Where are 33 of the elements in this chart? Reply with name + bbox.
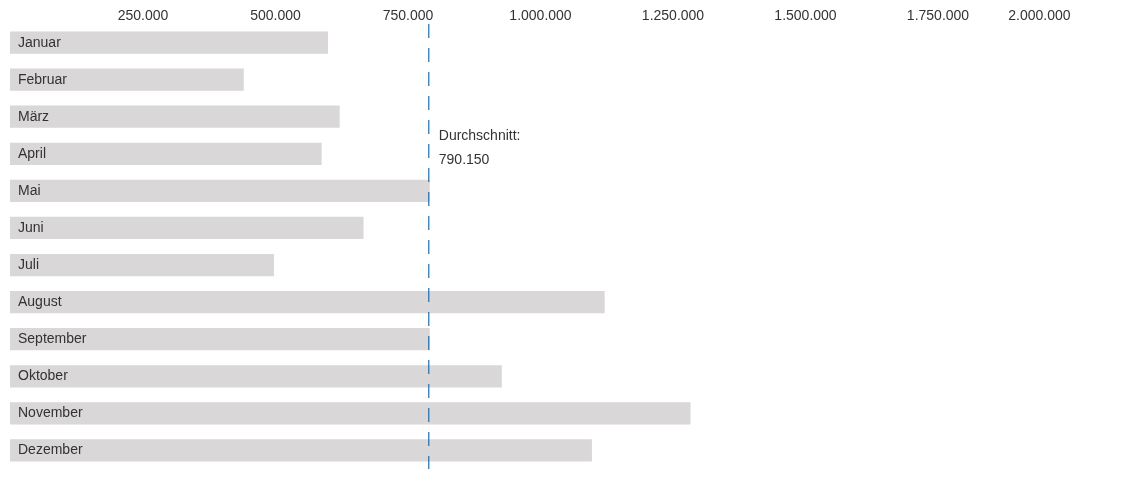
x-tick-label: 1.750.000 [906, 6, 970, 23]
y-tick-label: September [18, 330, 87, 347]
y-tick-label: Januar [18, 33, 62, 50]
x-tick-label: 500.000 [250, 6, 302, 23]
y-tick-label: Mai [18, 181, 41, 198]
y-tick-label: Dezember [18, 441, 83, 458]
x-tick-label: 2.000.000 [1008, 6, 1071, 23]
bar [10, 68, 244, 91]
bar [10, 216, 364, 240]
x-tick-label: 1.500.000 [774, 6, 837, 23]
x-tick-label: 1.250.000 [641, 6, 705, 23]
bar [10, 402, 691, 425]
y-tick-label: Oktober [18, 367, 69, 384]
y-tick-label: März [18, 107, 50, 124]
x-tick-label: 750.000 [382, 6, 434, 23]
bar [10, 253, 274, 277]
y-tick-label: Juli [18, 256, 40, 273]
x-tick-label: 1.000.000 [509, 6, 572, 23]
y-tick-label: April [18, 144, 47, 161]
y-tick-label: November [18, 404, 83, 421]
bar [10, 105, 340, 128]
x-tick-label: 250.000 [117, 6, 169, 23]
bar [10, 142, 322, 165]
y-tick-label: Juni [18, 218, 44, 235]
bar [10, 31, 328, 54]
y-tick-label: Februar [18, 70, 68, 87]
bar [10, 328, 430, 351]
ref-line-label: Durchschnitt: 790.150 [438, 127, 521, 167]
bar [10, 291, 605, 314]
bar [10, 439, 592, 462]
y-tick-label: August [18, 293, 62, 310]
bar [10, 365, 502, 388]
bar [10, 179, 430, 202]
